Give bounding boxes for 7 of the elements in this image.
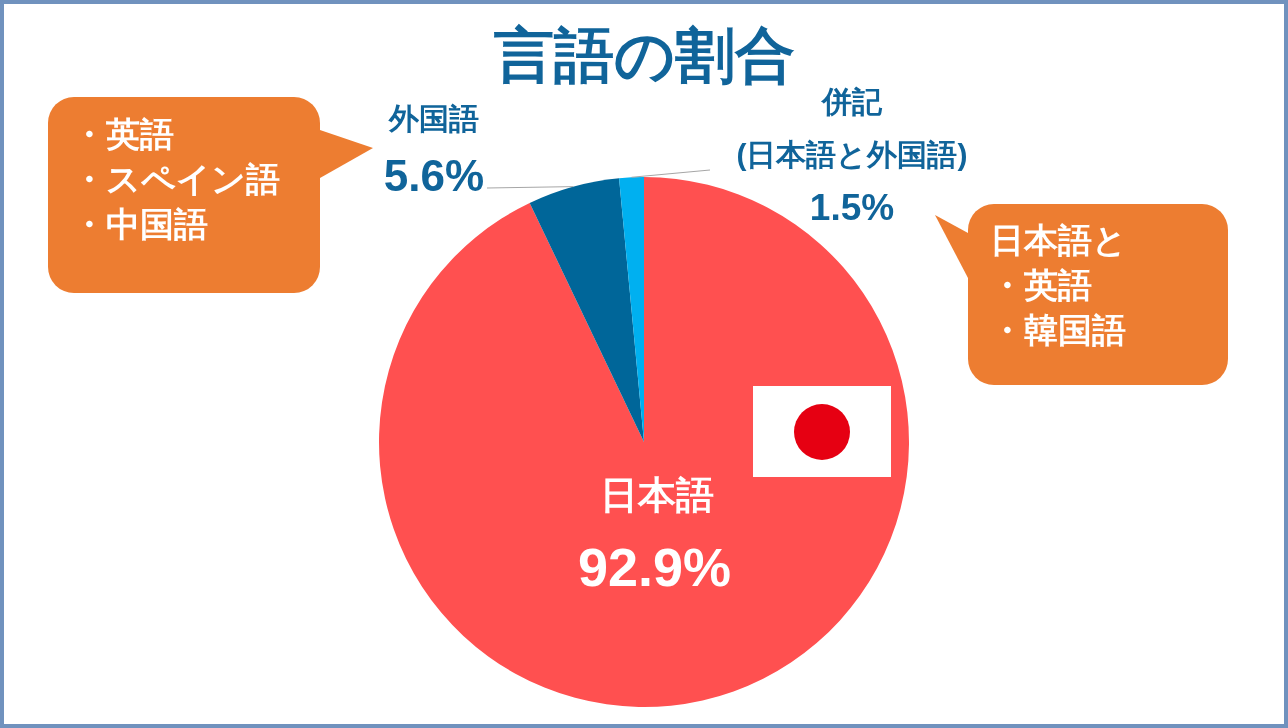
title: 言語の割合 [493,22,795,89]
annotation: 日本語と [990,221,1127,259]
annotation: ・韓国語 [990,311,1126,349]
annotation: ・スペイン語 [72,160,280,198]
annotation: ・英語 [72,115,174,153]
annotation: ・英語 [990,266,1092,304]
annotation: ・中国語 [72,205,208,243]
